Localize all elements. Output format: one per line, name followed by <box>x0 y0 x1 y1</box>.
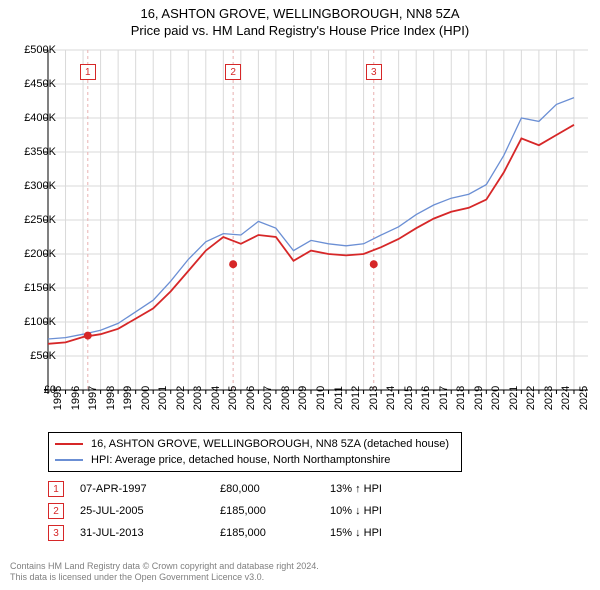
legend-swatch <box>55 459 83 461</box>
x-tick-label: 1995 <box>52 386 64 410</box>
sale-event-date: 07-APR-1997 <box>80 483 220 495</box>
x-tick-label: 2020 <box>490 386 502 410</box>
x-tick-label: 2006 <box>245 386 257 410</box>
y-tick-label: £150K <box>14 282 56 294</box>
x-tick-label: 2013 <box>368 386 380 410</box>
x-tick-label: 2009 <box>297 386 309 410</box>
x-tick-label: 2023 <box>543 386 555 410</box>
sale-event-price: £80,000 <box>220 483 330 495</box>
x-tick-label: 2019 <box>473 386 485 410</box>
y-tick-label: £450K <box>14 78 56 90</box>
sale-event-marker: 3 <box>48 525 64 541</box>
x-tick-label: 2017 <box>438 386 450 410</box>
sale-event-row: 3 31-JUL-2013£185,00015% ↓ HPI <box>48 522 382 544</box>
sale-event-delta: 13% ↑ HPI <box>330 483 382 495</box>
legend-item: HPI: Average price, detached house, Nort… <box>55 452 455 468</box>
x-tick-label: 2003 <box>192 386 204 410</box>
sale-event-price: £185,000 <box>220 505 330 517</box>
y-tick-label: £250K <box>14 214 56 226</box>
x-tick-label: 2004 <box>210 386 222 410</box>
sale-marker-2: 2 <box>225 64 241 80</box>
x-tick-label: 2024 <box>560 386 572 410</box>
footer-line1: Contains HM Land Registry data © Crown c… <box>10 561 319 573</box>
x-tick-label: 2012 <box>350 386 362 410</box>
x-tick-label: 2021 <box>508 386 520 410</box>
y-tick-label: £200K <box>14 248 56 260</box>
sale-event-date: 31-JUL-2013 <box>80 527 220 539</box>
sale-event-delta: 10% ↓ HPI <box>330 505 382 517</box>
x-tick-label: 2002 <box>175 386 187 410</box>
sale-events: 1 07-APR-1997£80,00013% ↑ HPI 2 25-JUL-2005… <box>48 478 382 544</box>
x-tick-label: 2018 <box>455 386 467 410</box>
y-tick-label: £350K <box>14 146 56 158</box>
legend-label: HPI: Average price, detached house, Nort… <box>91 454 390 466</box>
x-tick-label: 2015 <box>403 386 415 410</box>
title-block: 16, ASHTON GROVE, WELLINGBOROUGH, NN8 5Z… <box>0 0 600 38</box>
chart-title-address: 16, ASHTON GROVE, WELLINGBOROUGH, NN8 5Z… <box>0 6 600 21</box>
sale-event-marker: 1 <box>48 481 64 497</box>
x-tick-label: 1998 <box>105 386 117 410</box>
legend-label: 16, ASHTON GROVE, WELLINGBOROUGH, NN8 5Z… <box>91 438 449 450</box>
chart-plot-area: 1 2 3 <box>48 50 588 390</box>
chart-svg <box>48 50 588 390</box>
chart-title-subtitle: Price paid vs. HM Land Registry's House … <box>0 23 600 38</box>
sale-marker-1: 1 <box>80 64 96 80</box>
x-tick-label: 1997 <box>87 386 99 410</box>
x-tick-label: 2007 <box>262 386 274 410</box>
y-tick-label: £400K <box>14 112 56 124</box>
sale-event-row: 1 07-APR-1997£80,00013% ↑ HPI <box>48 478 382 500</box>
x-tick-label: 2000 <box>140 386 152 410</box>
y-tick-label: £0 <box>14 384 56 396</box>
footer-line2: This data is licensed under the Open Gov… <box>10 572 319 584</box>
y-tick-label: £500K <box>14 44 56 56</box>
x-tick-label: 2005 <box>227 386 239 410</box>
sale-event-delta: 15% ↓ HPI <box>330 527 382 539</box>
y-tick-label: £50K <box>14 350 56 362</box>
x-tick-label: 2025 <box>578 386 590 410</box>
sale-event-marker: 2 <box>48 503 64 519</box>
footer-licence: Contains HM Land Registry data © Crown c… <box>10 561 319 584</box>
x-tick-label: 2001 <box>157 386 169 410</box>
chart-container: 16, ASHTON GROVE, WELLINGBOROUGH, NN8 5Z… <box>0 0 600 590</box>
sale-marker-3: 3 <box>366 64 382 80</box>
sale-event-price: £185,000 <box>220 527 330 539</box>
y-tick-label: £100K <box>14 316 56 328</box>
sale-event-row: 2 25-JUL-2005£185,00010% ↓ HPI <box>48 500 382 522</box>
legend-swatch <box>55 443 83 445</box>
x-tick-label: 2008 <box>280 386 292 410</box>
x-tick-label: 2022 <box>525 386 537 410</box>
y-tick-label: £300K <box>14 180 56 192</box>
x-tick-label: 2016 <box>420 386 432 410</box>
x-tick-label: 2010 <box>315 386 327 410</box>
legend: 16, ASHTON GROVE, WELLINGBOROUGH, NN8 5Z… <box>48 432 462 472</box>
x-tick-label: 1996 <box>70 386 82 410</box>
x-tick-label: 2014 <box>385 386 397 410</box>
legend-item: 16, ASHTON GROVE, WELLINGBOROUGH, NN8 5Z… <box>55 436 455 452</box>
x-tick-label: 1999 <box>122 386 134 410</box>
sale-event-date: 25-JUL-2005 <box>80 505 220 517</box>
x-tick-label: 2011 <box>333 386 345 410</box>
